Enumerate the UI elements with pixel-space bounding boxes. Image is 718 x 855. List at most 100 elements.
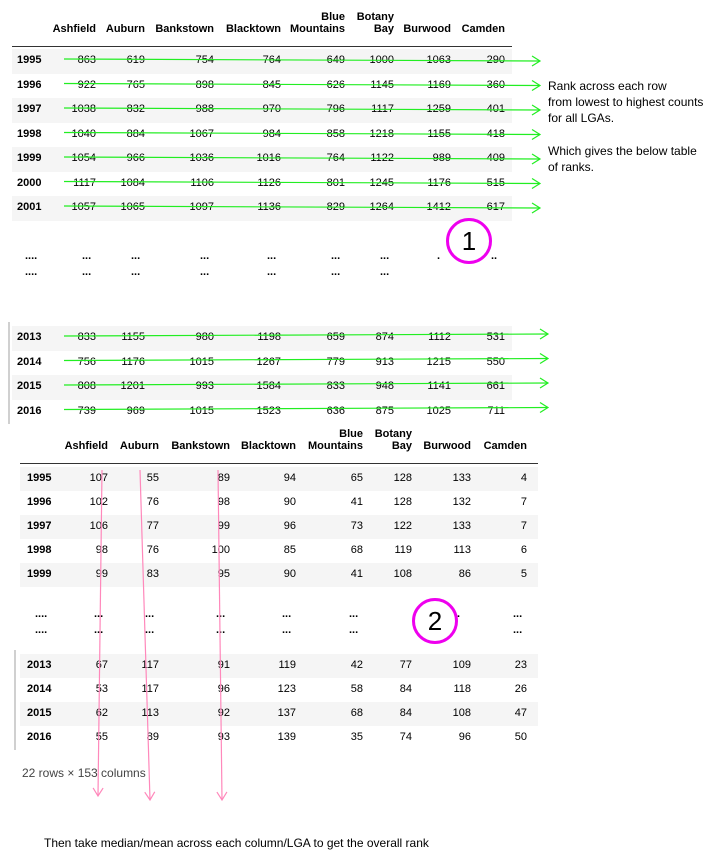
table-cell: 808 (77, 380, 96, 392)
header-rule (12, 46, 512, 47)
column-aggregate-arrow (92, 469, 104, 798)
footer-note: Then take median/mean across each column… (44, 836, 429, 850)
table-cell: 76 (146, 496, 159, 508)
row-year: 1999 (27, 568, 52, 580)
table-cell: 118 (453, 683, 471, 695)
table-cell: 83 (146, 568, 159, 580)
table-cell: 41 (350, 496, 363, 508)
row-stripe (12, 147, 512, 172)
column-header: Ashfield (64, 440, 108, 452)
table-cell: 7 (520, 520, 527, 532)
table-cell: 409 (486, 152, 505, 164)
row-rank-arrow (63, 202, 542, 214)
ellipsis-cell: ... (216, 608, 226, 620)
step-1-label: 1 (461, 226, 477, 256)
table-cell: 969 (126, 404, 145, 417)
table-cell: 1198 (257, 331, 281, 343)
row-stripe (12, 49, 512, 74)
table-cell: 636 (326, 404, 345, 417)
row-stripe (20, 563, 538, 587)
ellipsis-cell: ... (145, 624, 155, 636)
table-cell: 7 (520, 496, 527, 508)
rank-table-intro-note: Which gives the below table of ranks. (548, 144, 697, 174)
column-header: Auburn (105, 23, 145, 35)
row-year: 1997 (17, 103, 42, 115)
table-cell: 26 (514, 683, 527, 695)
row-stripe (12, 326, 512, 351)
table-cell: 95 (217, 568, 230, 580)
table-cell: 1065 (120, 201, 145, 213)
ellipsis-cell: ... (82, 250, 92, 262)
column-header: Blacktown (240, 440, 296, 452)
table-cell: 913 (375, 355, 394, 368)
row-year: 1998 (17, 127, 42, 140)
table-cell: 119 (394, 544, 412, 556)
column-header: Bankstown (155, 23, 214, 35)
table-cell: 42 (350, 659, 363, 671)
row-stripe (20, 515, 538, 539)
ellipsis-cell: ... (282, 624, 292, 636)
row-rank-arrow (63, 128, 542, 140)
table-cell: 875 (375, 404, 394, 417)
table-cell: 1084 (120, 176, 145, 189)
table-cell: 739 (77, 404, 96, 417)
table-cell: 1054 (71, 152, 96, 164)
row-rank-arrow (63, 328, 550, 340)
table-cell: 109 (452, 659, 471, 671)
table-cell: 948 (375, 380, 394, 392)
column-header: Bankstown (171, 440, 230, 452)
left-border (8, 322, 10, 424)
table-cell: 833 (77, 331, 96, 343)
table-cell: 418 (486, 127, 505, 140)
ellipsis-cell: .... (35, 608, 48, 620)
ellipsis-cell: . (437, 250, 441, 262)
table-cell: 102 (89, 496, 108, 508)
row-stripe (20, 702, 538, 726)
table-cell: 966 (126, 152, 145, 164)
table-cell: 86 (458, 568, 471, 580)
table-cell: 94 (283, 472, 296, 484)
table-cell: 874 (375, 331, 394, 343)
ellipsis-cell: ... (94, 624, 104, 636)
table-cell: 98 (95, 544, 108, 556)
ellipsis-cell: ... (380, 266, 390, 278)
table-cell: 515 (486, 176, 505, 189)
table-cell: 137 (277, 707, 296, 719)
table-cell: 1040 (71, 127, 96, 140)
row-year: 1995 (17, 54, 42, 66)
row-year: 2016 (27, 731, 52, 743)
table-cell: 90 (283, 568, 296, 580)
table-cell: 74 (399, 731, 412, 743)
table-cell: 100 (211, 544, 230, 556)
table-cell: 863 (77, 54, 96, 66)
table-cell: 47 (514, 707, 527, 719)
table-cell: 55 (146, 472, 159, 484)
ellipsis-cell: ... (200, 250, 210, 262)
row-year: 1998 (27, 544, 52, 556)
step-1-marker: 1 (446, 218, 492, 264)
ellipsis-cell: ... (380, 250, 390, 262)
ellipsis-cell: .... (25, 250, 38, 262)
row-rank-arrow (63, 353, 550, 365)
ellipsis-cell: ... (94, 608, 104, 620)
column-header: Blue Mountains (290, 11, 345, 35)
table-cell: 922 (77, 78, 96, 91)
table-cell: 1015 (189, 404, 214, 417)
table-cell: 993 (195, 380, 214, 392)
table-cell: 884 (126, 127, 145, 140)
table-cell: 76 (146, 544, 159, 556)
table-cell: 84 (399, 683, 412, 695)
table-cell: 139 (277, 731, 296, 743)
ellipsis-cell: ... (349, 624, 359, 636)
ellipsis-cell: .... (35, 624, 48, 636)
row-stripe (20, 654, 538, 678)
table-cell: 290 (486, 54, 505, 66)
column-header: Auburn (119, 440, 159, 452)
table-cell: 65 (350, 472, 363, 484)
ellipsis-cell: .. (491, 250, 498, 262)
table-cell: 617 (486, 201, 505, 213)
table-cell: 107 (89, 472, 108, 484)
table-cell: 133 (452, 520, 471, 532)
table-cell: 765 (126, 78, 145, 91)
